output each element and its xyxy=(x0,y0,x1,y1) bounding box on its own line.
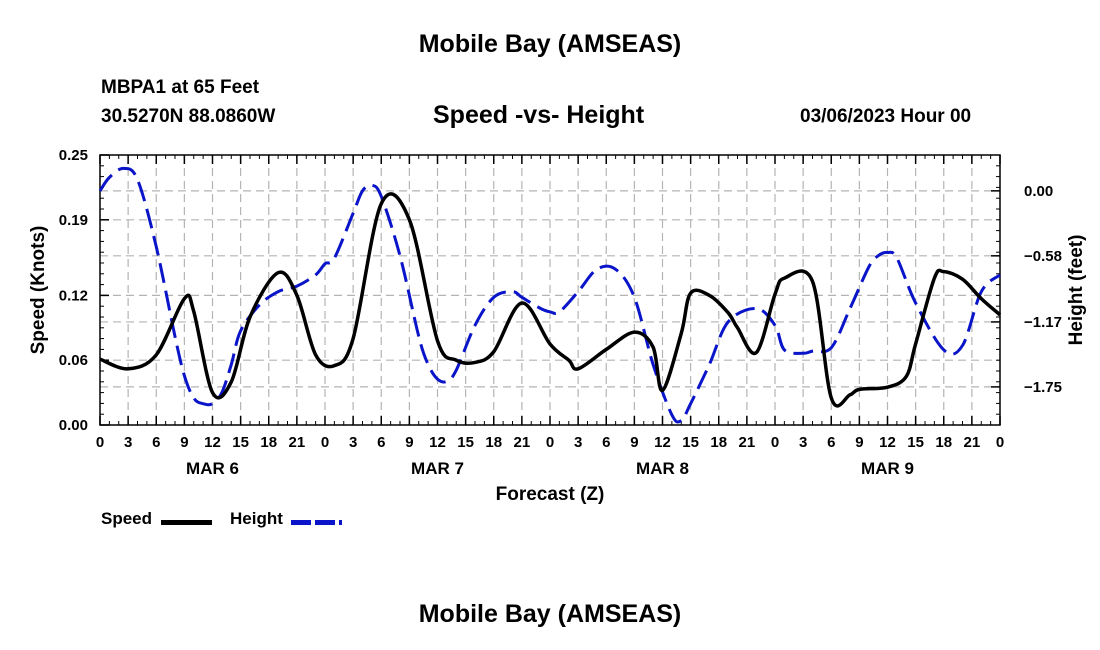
x-tick-label: 15 xyxy=(682,434,699,451)
x-tick-label: 12 xyxy=(429,434,446,451)
legend-speed-swatch xyxy=(161,520,212,525)
x-tick-label: 18 xyxy=(935,434,952,451)
x-tick-label: 9 xyxy=(180,434,188,451)
legend-speed-label: Speed xyxy=(101,509,153,528)
x-tick-label: 3 xyxy=(124,434,132,451)
x-tick-label: 21 xyxy=(514,434,531,451)
x-tick-label: 6 xyxy=(827,434,835,451)
x-tick-label: 6 xyxy=(152,434,160,451)
day-label: MAR 8 xyxy=(636,459,689,478)
x-tick-label: 15 xyxy=(907,434,924,451)
page-title: Mobile Bay (AMSEAS) xyxy=(418,30,682,58)
y-right-axis-title: Height (feet) xyxy=(1066,235,1087,346)
series-lines xyxy=(98,166,1002,424)
x-tick-label: 0 xyxy=(546,434,554,451)
axis-labels: 0 3 6 9 12 15 18 21 0 3 6 9 12 15 18 21 0 3 6 9 12 15 18 21 0 3 6 9… xyxy=(28,147,1087,505)
forecast-datetime: 03/06/2023 Hour 00 xyxy=(800,106,972,127)
y-left-tick-label: 0.12 xyxy=(59,287,88,304)
day-label: MAR 6 xyxy=(186,459,239,478)
page-title-repeat: Mobile Bay (AMSEAS) xyxy=(418,600,682,628)
x-tick-label: 3 xyxy=(349,434,357,451)
chart-subtitle: Speed -vs- Height xyxy=(433,101,645,129)
x-tick-label: 9 xyxy=(405,434,413,451)
y-right-tick-label: 0.00 xyxy=(1024,183,1053,200)
x-tick-label: 6 xyxy=(377,434,385,451)
x-tick-label: 18 xyxy=(260,434,277,451)
x-tick-label: 12 xyxy=(204,434,221,451)
x-tick-label: 15 xyxy=(232,434,249,451)
station-label: MBPA1 at 65 Feet xyxy=(101,77,260,98)
series-speed-line xyxy=(99,192,1002,408)
x-tick-label: 0 xyxy=(96,434,104,451)
y-left-tick-label: 0.00 xyxy=(59,417,88,434)
x-tick-label: 9 xyxy=(630,434,638,451)
x-tick-label: 12 xyxy=(654,434,671,451)
x-tick-label: 21 xyxy=(289,434,306,451)
x-axis-title: Forecast (Z) xyxy=(496,484,605,505)
x-tick-label: 3 xyxy=(799,434,807,451)
legend-height-label: Height xyxy=(230,509,283,528)
x-tick-label: 3 xyxy=(574,434,582,451)
x-tick-label: 18 xyxy=(485,434,502,451)
x-tick-label: 0 xyxy=(771,434,779,451)
x-tick-label: 12 xyxy=(879,434,896,451)
y-left-axis-title: Speed (Knots) xyxy=(28,226,49,355)
y-left-tick-label: 0.06 xyxy=(59,352,88,369)
y-right-tick-label: −0.58 xyxy=(1024,248,1062,265)
y-right-tick-label: −1.17 xyxy=(1024,314,1062,331)
axes xyxy=(99,154,1001,426)
x-tick-label: 0 xyxy=(996,434,1004,451)
x-tick-label: 18 xyxy=(710,434,727,451)
grid xyxy=(100,155,1000,425)
x-tick-label: 21 xyxy=(964,434,981,451)
y-left-tick-label: 0.25 xyxy=(59,147,88,164)
y-right-tick-label: −1.75 xyxy=(1024,379,1062,396)
y-left-tick-label: 0.19 xyxy=(59,212,88,229)
day-label: MAR 7 xyxy=(411,459,464,478)
series-height-line xyxy=(98,166,1002,424)
day-label: MAR 9 xyxy=(861,459,914,478)
x-tick-label: 9 xyxy=(855,434,863,451)
x-tick-label: 21 xyxy=(739,434,756,451)
x-tick-label: 6 xyxy=(602,434,610,451)
coordinates-label: 30.5270N 88.0860W xyxy=(101,106,276,127)
legend-height-swatch xyxy=(291,520,342,525)
x-tick-label: 0 xyxy=(321,434,329,451)
x-tick-label: 15 xyxy=(457,434,474,451)
